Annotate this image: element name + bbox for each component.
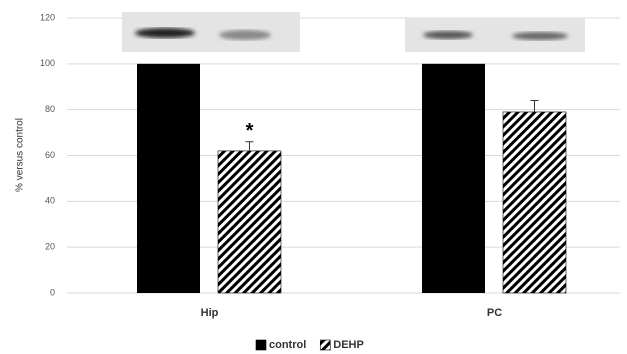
y-tick-label: 100 bbox=[40, 58, 55, 68]
y-tick-label: 20 bbox=[45, 242, 55, 252]
x-tick-label: Hip bbox=[201, 307, 219, 319]
western-blot-pc bbox=[405, 18, 585, 52]
western-blot-hip bbox=[122, 12, 300, 52]
bar bbox=[422, 64, 485, 293]
y-tick-label: 60 bbox=[45, 150, 55, 160]
y-tick-label: 120 bbox=[40, 12, 55, 22]
bar bbox=[137, 64, 200, 293]
bar bbox=[218, 151, 281, 293]
legend-label: control bbox=[269, 339, 306, 351]
y-tick-label: 80 bbox=[45, 104, 55, 114]
error-bar bbox=[531, 101, 539, 112]
legend-label: DEHP bbox=[333, 339, 364, 351]
chart: % versus control 0 20 40 60 80 100 120 Hip PC * c… bbox=[0, 0, 627, 354]
legend-swatch bbox=[256, 340, 266, 350]
x-tick-label: PC bbox=[487, 307, 502, 319]
legend-swatch bbox=[320, 340, 330, 350]
error-bar bbox=[246, 142, 254, 151]
y-axis-label: % versus control bbox=[15, 118, 26, 192]
plot-area: 0 20 40 60 80 100 120 Hip PC * bbox=[40, 12, 620, 319]
annotation: * bbox=[246, 120, 254, 142]
y-tick-label: 40 bbox=[45, 196, 55, 206]
y-tick-label: 0 bbox=[50, 287, 55, 297]
bar bbox=[503, 112, 566, 293]
